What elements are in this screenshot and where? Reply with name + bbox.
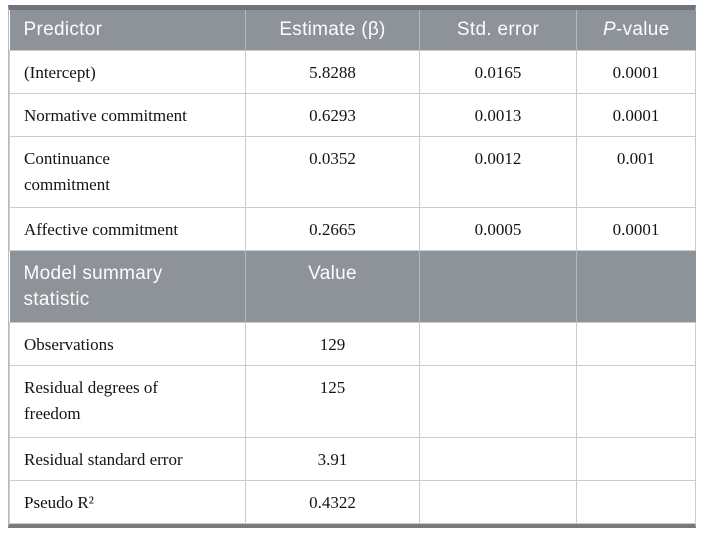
cell-statistic: Residual standard error [9, 436, 246, 481]
cell-empty [419, 479, 577, 524]
cell-empty [419, 436, 577, 481]
table-row-intercept: (Intercept) 5.8288 0.0165 0.0001 [9, 49, 696, 94]
header-std-error: Std. error [419, 10, 577, 50]
cell-empty [576, 364, 696, 438]
cell-estimate: 0.6293 [245, 92, 420, 137]
summary-row-residual-df: Residual degrees of freedom 125 [9, 364, 696, 438]
cell-p-value: 0.0001 [576, 49, 696, 94]
cell-value: 129 [245, 321, 420, 366]
cell-empty [576, 436, 696, 481]
p-value-italic-p: P [602, 18, 616, 40]
table-row-continuance: Continuance commitment 0.0352 0.0012 0.0… [9, 135, 696, 208]
header-estimate: Estimate (β) [245, 10, 420, 50]
cell-estimate: 5.8288 [245, 49, 420, 94]
header-model-summary-statistic: Model summary statistic [9, 250, 246, 322]
cell-predictor: Affective commitment [9, 206, 246, 251]
cell-empty [576, 321, 696, 366]
summary-header-row: Model summary statistic Value [9, 250, 696, 322]
cell-p-value: 0.001 [576, 135, 696, 208]
summary-row-pseudo-r2: Pseudo R² 0.4322 [9, 479, 696, 524]
cell-statistic: Pseudo R² [9, 479, 246, 524]
cell-statistic: Observations [9, 321, 246, 366]
cell-std-error: 0.0012 [419, 135, 577, 208]
header-empty-1 [419, 250, 577, 322]
cell-value: 0.4322 [245, 479, 420, 524]
cell-empty [419, 321, 577, 366]
summary-row-observations: Observations 129 [9, 321, 696, 366]
cell-predictor: (Intercept) [9, 49, 246, 94]
header-value: Value [245, 250, 420, 322]
header-p-value: P-value [576, 10, 696, 50]
cell-predictor: Normative commitment [9, 92, 246, 137]
cell-estimate: 0.0352 [245, 135, 420, 208]
cell-p-value: 0.0001 [576, 206, 696, 251]
table-row-normative: Normative commitment 0.6293 0.0013 0.000… [9, 92, 696, 137]
header-predictor: Predictor [9, 10, 246, 50]
model-results-table: Predictor Estimate (β) Std. error P-valu… [9, 10, 696, 524]
cell-empty [419, 364, 577, 438]
cell-value: 3.91 [245, 436, 420, 481]
cell-std-error: 0.0013 [419, 92, 577, 137]
cell-std-error: 0.0005 [419, 206, 577, 251]
regression-table: Predictor Estimate (β) Std. error P-valu… [8, 5, 696, 528]
cell-estimate: 0.2665 [245, 206, 420, 251]
summary-row-residual-se: Residual standard error 3.91 [9, 436, 696, 481]
table-row-affective: Affective commitment 0.2665 0.0005 0.000… [9, 206, 696, 251]
cell-empty [576, 479, 696, 524]
cell-std-error: 0.0165 [419, 49, 577, 94]
table-header-row: Predictor Estimate (β) Std. error P-valu… [9, 10, 696, 50]
cell-value: 125 [245, 364, 420, 438]
cell-statistic: Residual degrees of freedom [9, 364, 246, 438]
cell-p-value: 0.0001 [576, 92, 696, 137]
p-value-rest: -value [615, 18, 670, 40]
header-empty-2 [576, 250, 696, 322]
cell-predictor: Continuance commitment [9, 135, 246, 208]
